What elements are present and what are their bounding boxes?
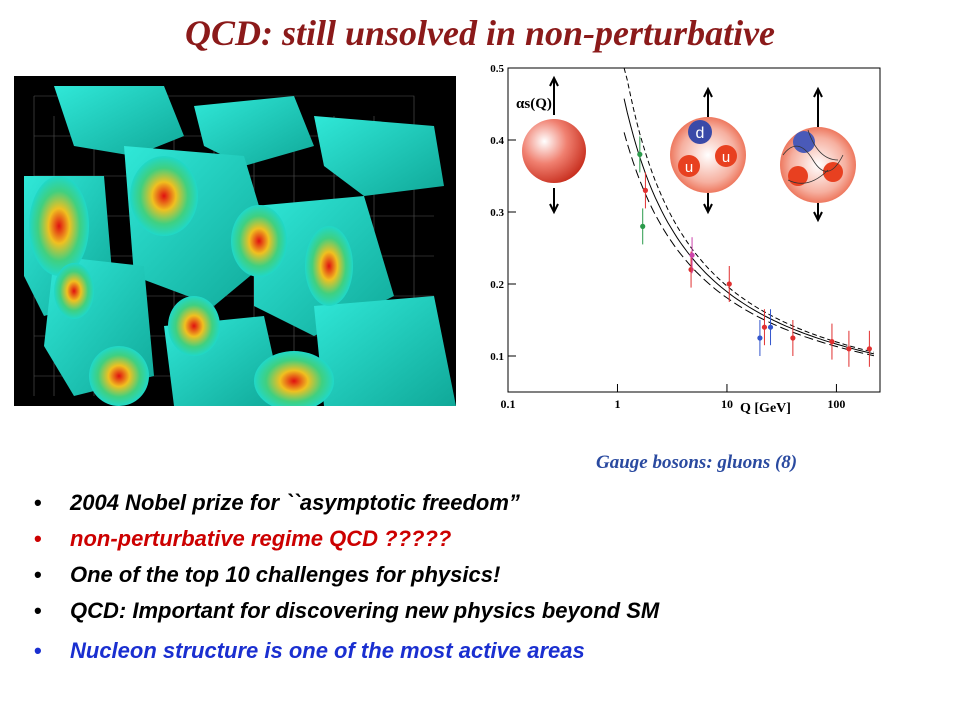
x-tick-label: 0.1: [501, 397, 516, 411]
y-axis-label: αs(Q): [516, 96, 552, 112]
data-point: [846, 346, 852, 352]
bullet-text: non-perturbative regime QCD ?????: [70, 526, 452, 551]
data-point: [790, 335, 796, 341]
y-tick-label: 0.3: [490, 207, 504, 219]
bullet-dot: •: [34, 638, 42, 663]
bullet-list: • 2004 Nobel prize for ``asymptotic freed…: [34, 490, 659, 664]
bullet-item: • QCD: Important for discovering new phys…: [34, 598, 659, 624]
data-point: [637, 151, 643, 157]
proton-illustration-1: [522, 75, 586, 215]
data-point: [689, 252, 695, 258]
bullet-dot: •: [34, 562, 42, 587]
quark-label-u2: u: [722, 149, 730, 166]
data-point: [829, 339, 835, 345]
y-tick-label: 0.4: [490, 135, 504, 147]
x-tick-label: 10: [721, 397, 733, 411]
proton-illustration-2: d u u: [670, 86, 746, 215]
bullet-text: Nucleon structure is one of the most act…: [70, 638, 585, 663]
bullet-item: • One of the top 10 challenges for physic…: [34, 562, 659, 588]
x-tick-label: 100: [827, 397, 845, 411]
y-tick-label: 0.1: [490, 351, 504, 363]
bullet-text: 2004 Nobel prize for ``asymptotic freedo…: [70, 490, 520, 515]
proton-illustration-3: [780, 86, 856, 223]
bullet-item: • Nucleon structure is one of the most ac…: [34, 638, 659, 664]
data-point: [642, 187, 649, 193]
slide-title: QCD: still unsolved in non-perturbative: [184, 13, 776, 53]
data-point: [866, 346, 872, 352]
data-point: [757, 335, 763, 341]
plot-frame: [507, 67, 881, 393]
data-point: [726, 281, 732, 287]
bullet-item: • 2004 Nobel prize for ``asymptotic freed…: [34, 490, 659, 516]
bullet-dot: •: [34, 598, 42, 623]
alpha-s-curve: [623, 67, 875, 353]
gauge-bosons-caption: Gauge bosons: gluons (8): [596, 452, 798, 473]
alpha-s-running-coupling-chart: 0.1 1 10 100 0.1 0.2 0.3 0.4 0.5 d u u αs(Q) Q […: [490, 63, 881, 416]
bullet-item: • non-perturbative regime QCD ?????: [34, 526, 659, 552]
bullet-dot: •: [34, 526, 42, 551]
y-tick-label: 0.5: [490, 63, 504, 75]
x-axis-label: Q [GeV]: [740, 401, 791, 416]
bullet-text: QCD: Important for discovering new physi…: [70, 598, 660, 623]
quark-label-u1: u: [685, 159, 693, 176]
lattice-qcd-visualization: [14, 76, 456, 406]
x-tick-label: 1: [614, 397, 620, 411]
bullet-text: One of the top 10 challenges for physics…: [70, 562, 501, 587]
quark-label-d: d: [696, 125, 705, 142]
y-tick-label: 0.2: [490, 279, 504, 291]
data-point: [767, 324, 774, 330]
data-point: [688, 267, 694, 273]
data-point: [640, 223, 646, 229]
bullet-dot: •: [34, 490, 42, 515]
data-point: [761, 324, 768, 330]
